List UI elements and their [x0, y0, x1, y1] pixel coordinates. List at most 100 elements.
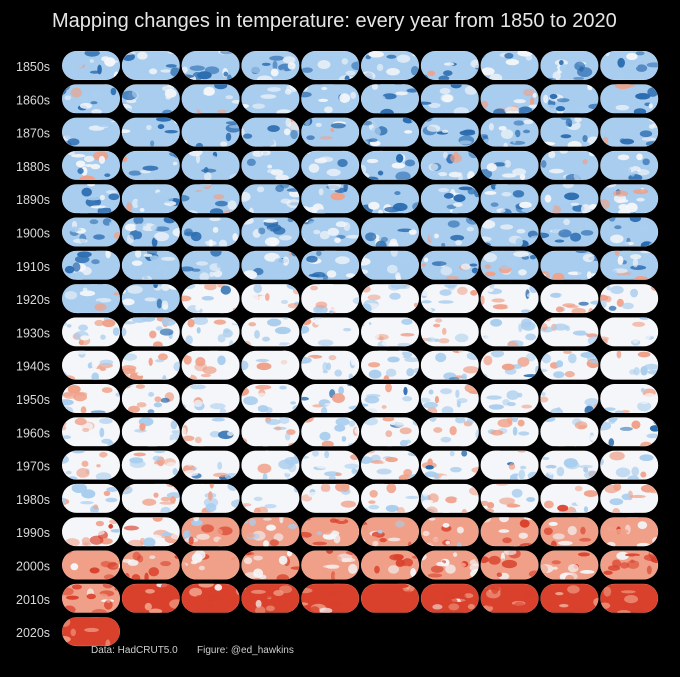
year-map-1917: [480, 250, 539, 280]
decade-label: 1950s: [16, 393, 50, 407]
year-map-1934: [301, 317, 360, 347]
year-map-1938: [540, 317, 599, 347]
year-map-1890: [62, 184, 120, 214]
year-map-1903: [241, 217, 300, 247]
year-map-1851: [121, 51, 180, 80]
year-maps: [61, 51, 659, 647]
year-map-1924: [301, 284, 360, 314]
year-map-1999: [600, 517, 659, 547]
year-map-1879: [600, 117, 659, 147]
year-map-1984: [301, 483, 360, 513]
year-map-1919: [600, 250, 659, 280]
year-map-1933: [241, 317, 300, 347]
year-map-1978: [540, 450, 599, 480]
year-map-1969: [600, 417, 659, 447]
year-map-1988: [540, 483, 599, 513]
year-map-1895: [361, 184, 419, 214]
year-map-1861: [121, 84, 180, 114]
year-map-1854: [301, 51, 360, 80]
year-map-1945: [361, 350, 419, 380]
year-map-1865: [361, 84, 419, 114]
year-map-1915: [361, 250, 419, 280]
year-map-2001: [121, 550, 180, 580]
year-map-1977: [480, 450, 539, 480]
year-map-1953: [241, 384, 300, 413]
year-map-1962: [181, 417, 240, 447]
year-map-1909: [600, 217, 659, 247]
year-map-1989: [600, 483, 659, 513]
year-map-1936: [420, 317, 479, 347]
year-map-1862: [181, 84, 240, 114]
year-map-1853: [241, 51, 300, 80]
year-map-1905: [361, 217, 419, 247]
year-map-2013: [241, 583, 300, 613]
decade-label: 1990s: [16, 526, 50, 540]
year-map-2014: [301, 583, 360, 613]
year-map-1997: [480, 517, 539, 547]
year-map-1886: [420, 150, 479, 180]
decade-label: 1970s: [16, 460, 50, 474]
decade-label: 1850s: [16, 60, 50, 74]
year-map-1867: [480, 84, 539, 114]
decade-label: 1910s: [16, 260, 50, 274]
year-map-1985: [360, 483, 419, 513]
year-map-1929: [600, 284, 659, 314]
year-map-1965: [361, 417, 419, 447]
year-map-1939: [600, 317, 659, 347]
year-map-2002: [181, 550, 240, 580]
year-map-1980: [61, 483, 121, 513]
year-map-1964: [301, 417, 360, 447]
year-map-1921: [121, 284, 180, 314]
year-map-1983: [241, 483, 300, 513]
year-map-1873: [241, 117, 300, 147]
year-map-1868: [540, 84, 599, 114]
year-map-1910: [62, 250, 120, 280]
data-source-credit: Data: HadCRUT5.0: [91, 645, 178, 656]
year-map-1864: [301, 84, 360, 114]
year-map-1863: [241, 84, 300, 114]
year-map-1991: [121, 517, 180, 547]
year-map-1893: [241, 184, 300, 214]
decade-row-labels: 1850s 1860s 1870s 1880s 1890s 1900s 1910s 1920s…: [16, 60, 50, 640]
year-map-1947: [480, 350, 539, 380]
year-map-1990: [62, 517, 120, 547]
year-map-1899: [600, 184, 659, 214]
year-map-1948: [540, 350, 599, 380]
year-map-1968: [540, 417, 599, 447]
year-map-1852: [181, 51, 240, 80]
year-map-1932: [181, 317, 240, 347]
year-map-1949: [600, 350, 659, 380]
year-map-1880: [62, 150, 120, 180]
year-map-1866: [420, 84, 479, 114]
year-map-1922: [181, 284, 240, 314]
year-map-1992: [181, 517, 240, 547]
year-map-1975: [361, 450, 419, 480]
year-map-1944: [301, 350, 360, 380]
year-map-2016: [420, 583, 479, 613]
year-map-1855: [361, 51, 419, 80]
year-map-1981: [121, 483, 180, 513]
year-map-1986: [420, 483, 479, 513]
decade-label: 1870s: [16, 127, 50, 141]
year-map-1941: [121, 350, 180, 380]
year-map-1881: [121, 150, 180, 180]
year-map-1901: [121, 217, 180, 247]
year-map-1850: [62, 51, 120, 80]
chart-title: Mapping changes in temperature: every ye…: [52, 10, 617, 32]
decade-label: 1900s: [16, 227, 50, 241]
year-map-1907: [480, 217, 539, 247]
year-map-1875: [361, 117, 420, 147]
decade-label: 2010s: [16, 593, 50, 607]
year-map-1869: [600, 84, 659, 114]
year-map-2003: [241, 550, 300, 580]
year-map-2018: [540, 583, 599, 613]
year-map-2010: [62, 583, 120, 613]
year-map-1916: [420, 250, 479, 280]
year-map-1958: [540, 384, 599, 413]
year-map-1857: [480, 51, 539, 80]
year-map-1911: [121, 250, 180, 280]
year-map-1930: [62, 317, 120, 347]
year-map-1927: [480, 284, 539, 314]
